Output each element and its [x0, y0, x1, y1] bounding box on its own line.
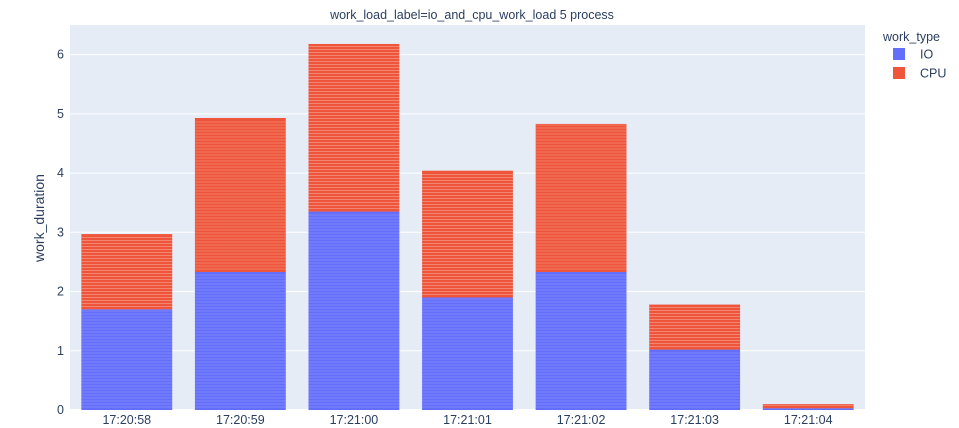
bar-io-4 [535, 271, 627, 410]
bars [81, 43, 854, 410]
bar-io-5 [649, 349, 741, 410]
bar-segment-lines [81, 310, 173, 408]
bar-cpu-0 [81, 234, 173, 310]
bar-cpu-3 [422, 170, 513, 298]
legend: IO CPU [893, 48, 946, 81]
y-tick-label: 5 [57, 107, 64, 121]
y-tick-label: 1 [57, 344, 64, 358]
x-tick-label: 17:20:58 [102, 413, 151, 427]
y-tick-label: 2 [57, 285, 64, 299]
legend-label-io[interactable]: IO [920, 48, 933, 62]
bar-cpu-6 [762, 404, 854, 409]
y-tick-label: 6 [57, 48, 64, 62]
bar-segment-lines [422, 298, 513, 408]
y-tick-label: 4 [57, 166, 64, 180]
legend-title: work_type [882, 30, 940, 44]
x-tick-labels: 17:20:58 17:20:59 17:21:00 17:21:01 17:21:02… [102, 413, 832, 427]
x-tick-label: 17:20:59 [216, 413, 265, 427]
bar-io-3 [422, 297, 513, 410]
bar-cpu-5 [649, 304, 741, 350]
bar-segment-lines [422, 174, 513, 295]
bar-cpu-2 [308, 43, 400, 212]
legend-label-cpu[interactable]: CPU [920, 67, 946, 81]
bar-segment-lines [535, 124, 627, 270]
bar-segment-lines [81, 237, 173, 307]
y-tick-labels: 0 1 2 3 4 5 6 [57, 48, 64, 417]
legend-swatch-cpu[interactable] [893, 67, 905, 79]
bar-segment-lines [308, 46, 400, 209]
bar-io-2 [308, 211, 400, 410]
bar-io-6 [762, 408, 854, 410]
x-tick-label: 17:21:00 [330, 413, 379, 427]
y-tick-label: 3 [57, 225, 64, 239]
y-tick-label: 0 [57, 403, 64, 417]
x-tick-label: 17:21:03 [670, 413, 719, 427]
chart-title: work_load_label=io_and_cpu_work_load 5 p… [329, 8, 614, 22]
bar-io-1 [194, 271, 286, 410]
x-tick-label: 17:21:04 [784, 413, 833, 427]
bar-segment-lines [649, 307, 741, 347]
bar-cpu-1 [194, 117, 286, 272]
bar-io-0 [81, 309, 173, 410]
bar-segment-lines [194, 121, 286, 270]
bar-segment-lines [194, 274, 286, 408]
bar-segment-lines [535, 274, 627, 408]
x-tick-label: 17:21:02 [557, 413, 606, 427]
bar-segment-lines [649, 352, 741, 408]
x-tick-label: 17:21:01 [443, 413, 492, 427]
bar-segment-lines [308, 214, 400, 408]
legend-swatch-io[interactable] [893, 48, 905, 60]
y-axis-title: work_duration [31, 174, 47, 263]
bar-cpu-4 [535, 123, 627, 272]
